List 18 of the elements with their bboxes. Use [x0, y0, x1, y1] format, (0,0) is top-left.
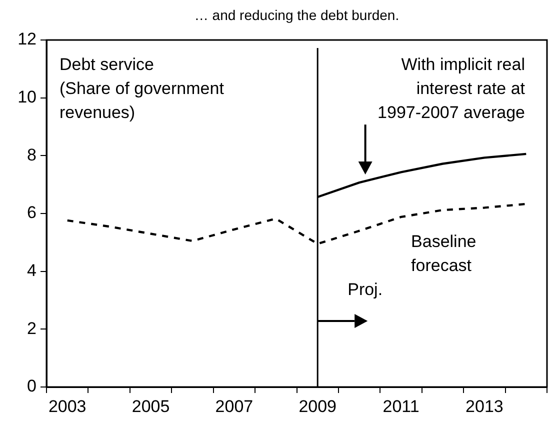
- y-tick-label: 12: [18, 30, 36, 49]
- x-tick-label: 2009: [298, 396, 337, 416]
- y-tick-label: 4: [27, 261, 36, 280]
- y-axis-title: Debt service (Share of government revenues): [60, 55, 224, 122]
- y-tick-label: 0: [27, 376, 36, 396]
- chart-title: … and reducing the debt burden.: [194, 7, 400, 23]
- y-tick-label: 6: [27, 203, 36, 222]
- x-tick-label: 2003: [48, 396, 86, 416]
- y-tick-label: 2: [27, 318, 36, 338]
- y-tick-label: 10: [18, 88, 36, 107]
- y-tick-label: 8: [27, 145, 36, 164]
- ref-line-label: Proj.: [348, 280, 383, 299]
- x-tick-label: 2011: [382, 396, 420, 416]
- x-tick-label: 2005: [132, 396, 170, 416]
- x-tick-label: 2007: [215, 396, 254, 416]
- x-tick-label: 2013: [466, 396, 504, 416]
- series-label: With implicit real interest rate at 1997-2007 average: [378, 55, 526, 122]
- series-label: Baseline forecast: [411, 232, 476, 275]
